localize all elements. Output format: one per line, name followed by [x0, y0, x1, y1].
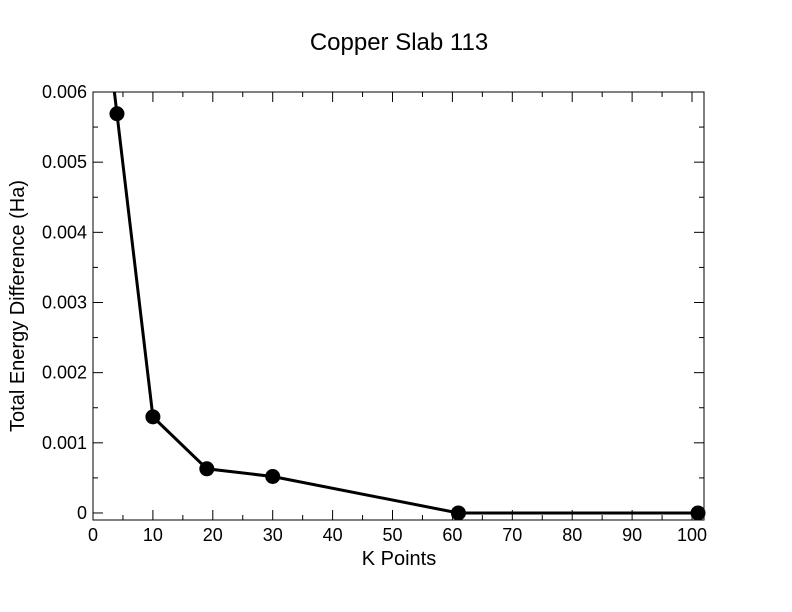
data-point	[450, 505, 466, 521]
x-tick-label: 60	[442, 525, 462, 545]
data-point	[145, 409, 161, 425]
x-tick-label: 40	[323, 525, 343, 545]
y-tick-label: 0	[77, 503, 87, 523]
chart-title: Copper Slab 113	[310, 29, 488, 56]
axis-ticks	[92, 91, 704, 520]
x-tick-label: 100	[677, 525, 707, 545]
x-tick-label: 50	[382, 525, 402, 545]
series-line	[112, 92, 699, 515]
plot-frame	[92, 91, 705, 521]
x-axis-label: K Points	[362, 548, 436, 570]
y-axis-label: Total Energy Difference (Ha)	[7, 180, 29, 432]
x-tick-label: 20	[203, 525, 223, 545]
y-tick-label: 0.005	[42, 152, 87, 172]
series-layer	[109, 92, 706, 521]
x-tick-label: 80	[562, 525, 582, 545]
tick-labels: 0 10 20 30 40 50 60 70 80 90 100 0 0.001 0.002 0.003 0.…	[42, 82, 707, 545]
data-point	[265, 468, 281, 484]
x-tick-label: 30	[263, 525, 283, 545]
y-tick-label: 0.004	[42, 222, 87, 242]
y-tick-label: 0.006	[42, 82, 87, 102]
x-tick-label: 10	[143, 525, 163, 545]
x-tick-label: 0	[88, 525, 98, 545]
data-point	[199, 461, 215, 477]
data-point	[109, 106, 125, 122]
y-tick-label: 0.002	[42, 363, 87, 383]
y-tick-label: 0.001	[42, 433, 87, 453]
data-point	[690, 505, 706, 521]
x-tick-label: 90	[622, 525, 642, 545]
y-tick-label: 0.003	[42, 292, 87, 312]
x-tick-label: 70	[502, 525, 522, 545]
